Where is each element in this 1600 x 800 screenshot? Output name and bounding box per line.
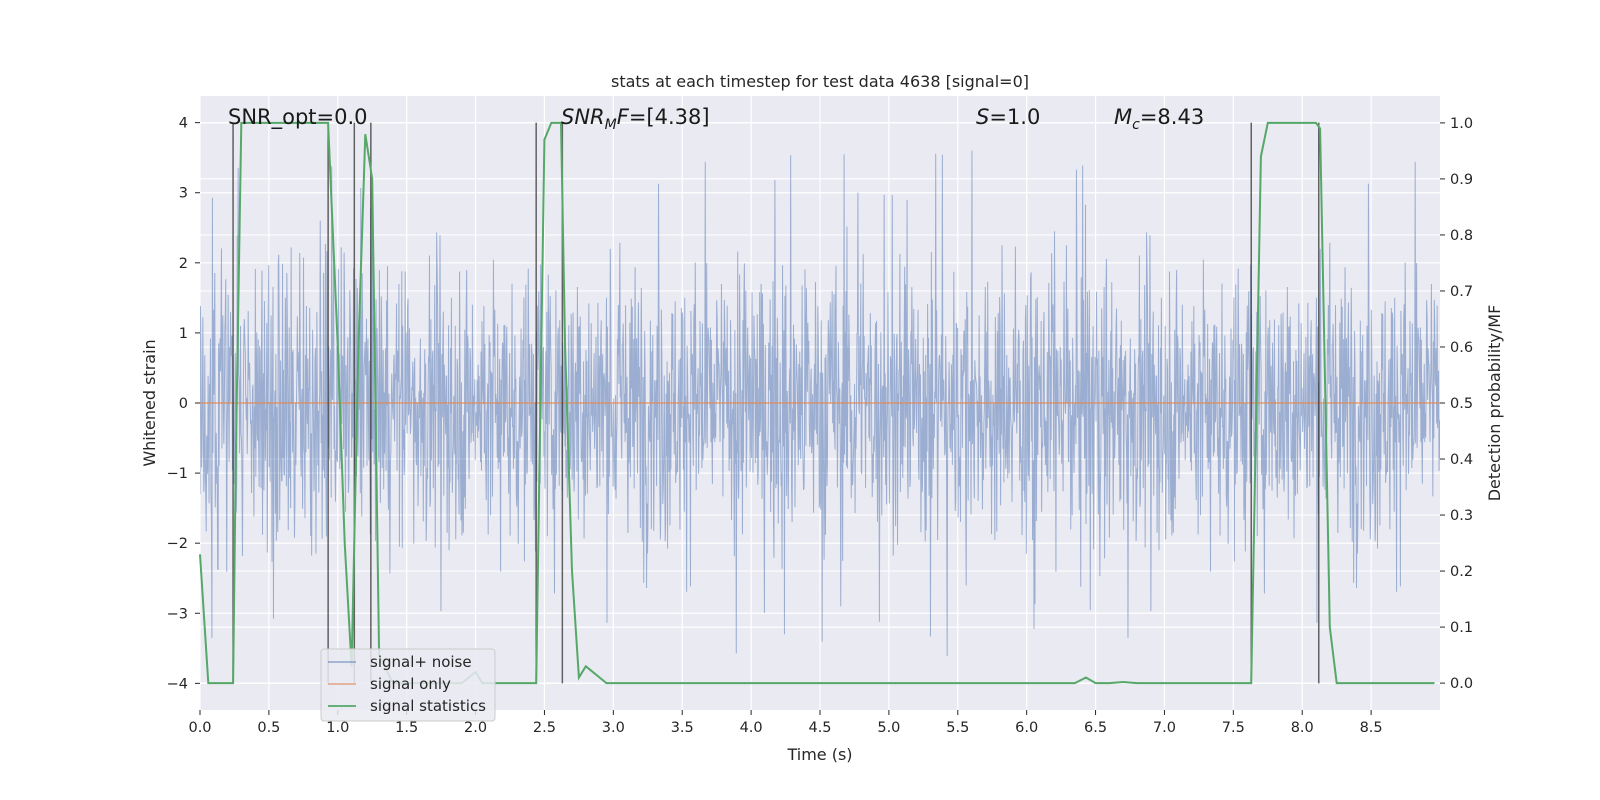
x-tick-label-16: 8.0: [1291, 720, 1314, 736]
x-tick-label-6: 3.0: [602, 720, 625, 736]
annotation-snr-mf-value: =[4.38]: [629, 105, 710, 129]
x-tick-label-12: 6.0: [1015, 720, 1038, 736]
y-tick-label-3: −1: [167, 466, 188, 482]
y-tick-label-0: −4: [167, 676, 188, 692]
x-tick-label-1: 0.5: [257, 720, 280, 736]
y2-tick-label-0: 0.0: [1450, 676, 1473, 692]
legend: signal+ noise signal only signal statist…: [320, 648, 496, 722]
y2-tick-label-10: 1.0: [1450, 116, 1473, 132]
x-tick-label-5: 2.5: [533, 720, 556, 736]
y-tick-label-2: −2: [167, 536, 188, 552]
annotation-mc: Mc=8.43: [1114, 105, 1204, 133]
legend-label-signal-plus-noise: signal+ noise: [370, 653, 472, 671]
annotation-mc-sub: c: [1132, 117, 1140, 133]
y2-tick-label-5: 0.5: [1450, 396, 1473, 412]
x-tick-label-14: 7.0: [1153, 720, 1176, 736]
x-tick-label-15: 7.5: [1222, 720, 1245, 736]
x-tick-label-4: 2.0: [464, 720, 487, 736]
x-axis-label: Time (s): [786, 745, 852, 764]
annotation-snr-mf-sub: M: [605, 117, 617, 133]
x-tick-label-0: 0.0: [188, 720, 211, 736]
chart-title: stats at each timestep for test data 463…: [611, 72, 1029, 91]
series-signal-plus-noise: [200, 150, 1440, 657]
x-tick-label-11: 5.5: [946, 720, 969, 736]
right-y-axis-ticks: 0.0 0.1 0.2 0.3 0.4 0.5 0.6 0.7 0.8 0.9 1.0: [1440, 116, 1473, 692]
annotation-s-value: =1.0: [989, 105, 1040, 129]
x-tick-label-17: 8.5: [1360, 720, 1383, 736]
vertical-markers: [232, 122, 1320, 684]
annotations: SNR_opt=0.0 SNRMF=[4.38] S=1.0 Mc=8.43: [228, 105, 1204, 133]
x-tick-label-9: 4.5: [808, 720, 831, 736]
x-tick-label-10: 5.0: [877, 720, 900, 736]
annotation-snr-opt: SNR_opt=0.0: [228, 105, 368, 130]
y-tick-label-4: 0: [179, 396, 188, 412]
y2-tick-label-6: 0.6: [1450, 340, 1473, 356]
y-tick-label-1: −3: [167, 606, 188, 622]
y2-tick-label-7: 0.7: [1450, 284, 1473, 300]
y-tick-label-6: 2: [179, 256, 188, 272]
y2-tick-label-4: 0.4: [1450, 452, 1473, 468]
annotation-snr-mf-base: SNR: [561, 105, 605, 129]
signal-statistics-line: [199, 121, 1435, 685]
legend-box: [320, 648, 496, 722]
x-tick-label-2: 1.0: [326, 720, 349, 736]
legend-label-signal-only: signal only: [370, 675, 451, 693]
annotation-mc-base: M: [1114, 105, 1132, 129]
y2-tick-label-1: 0.1: [1450, 620, 1473, 636]
y2-tick-label-3: 0.3: [1450, 508, 1473, 524]
y2-axis-label: Detection probability/MF: [1485, 305, 1504, 502]
annotation-snr-mf-f: F: [617, 105, 630, 129]
annotation-s-symbol: S: [976, 105, 989, 129]
y-tick-label-8: 4: [179, 116, 188, 132]
annotation-s: S=1.0: [976, 105, 1040, 129]
y-tick-label-5: 1: [179, 326, 188, 342]
left-y-axis-ticks: −4 −3 −2 −1 0 1 2 3 4: [167, 116, 200, 692]
series-signal-statistics: [199, 121, 1435, 685]
y-tick-label-7: 3: [179, 186, 188, 202]
y2-tick-label-8: 0.8: [1450, 228, 1473, 244]
noise-trace: [200, 150, 1440, 657]
annotation-mc-value: =8.43: [1140, 105, 1204, 129]
x-tick-label-8: 4.0: [740, 720, 763, 736]
y2-tick-label-2: 0.2: [1450, 564, 1473, 580]
x-tick-label-3: 1.5: [395, 720, 418, 736]
x-tick-label-7: 3.5: [671, 720, 694, 736]
x-axis-ticks: 0.0 0.5 1.0 1.5 2.0 2.5 3.0 3.5 4.0 4.5 5.0 5.5 6.0 6…: [188, 710, 1383, 736]
x-tick-label-13: 6.5: [1084, 720, 1107, 736]
y-axis-label: Whitened strain: [140, 339, 159, 466]
annotation-snr-mf: SNRMF=[4.38]: [561, 105, 710, 133]
y2-tick-label-9: 0.9: [1450, 172, 1473, 188]
legend-label-signal-statistics: signal statistics: [370, 697, 486, 715]
